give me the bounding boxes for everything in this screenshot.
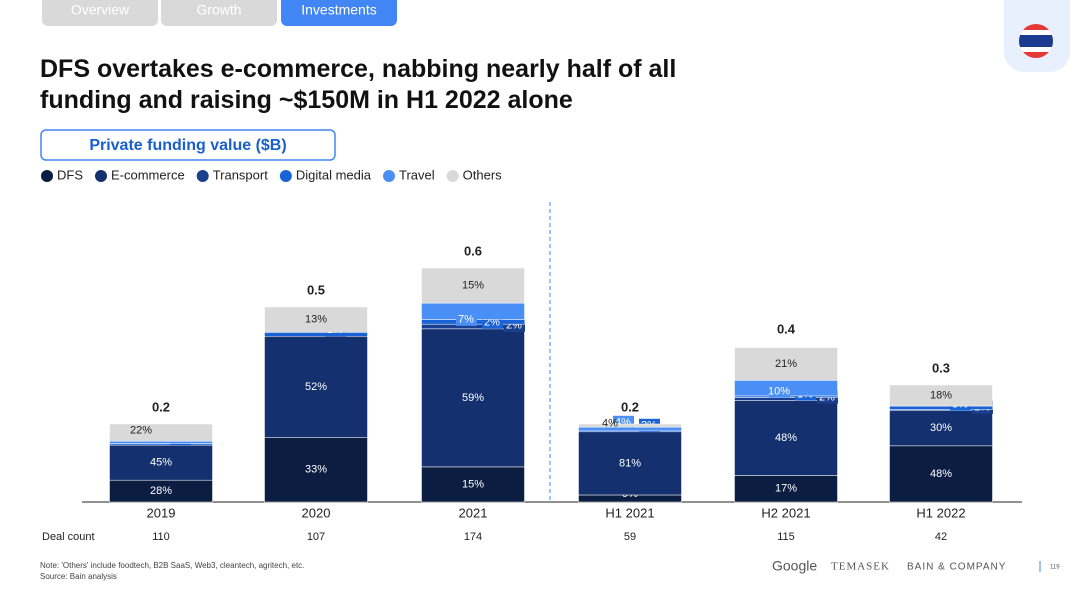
bar-segment (578, 431, 682, 496)
segment-label: 7% (458, 314, 474, 326)
deal-count: 42 (935, 531, 947, 543)
bar-segment (889, 410, 993, 447)
source: Source: Bain analysis (40, 572, 117, 581)
bar-segment (109, 444, 213, 481)
legend-label: Digital media (296, 167, 372, 182)
legend-label: Travel (399, 167, 435, 182)
segment-label: 17% (775, 483, 797, 495)
segment-label: 13% (305, 314, 327, 326)
segment-label: 48% (775, 432, 797, 444)
x-tick-label: H1 2021 (605, 505, 654, 520)
bar-segment (889, 405, 993, 410)
deal-count: 174 (464, 531, 482, 543)
note: Note: 'Others' include foodtech, B2B Saa… (40, 561, 304, 570)
legend-swatch (446, 170, 459, 182)
subtitle: Private funding value ($B) (89, 137, 286, 154)
total-label: 0.2 (152, 399, 170, 414)
logo-bain: BAIN & COMPANY (907, 562, 1006, 573)
logo-google: Google (772, 558, 817, 574)
tab-label[interactable]: Growth (196, 2, 241, 18)
deal-count: 59 (624, 531, 636, 543)
page-number: 119 (1050, 565, 1060, 571)
bar-segment (264, 336, 368, 438)
segment-label: 30% (930, 422, 952, 434)
bar-segment (109, 423, 213, 442)
bar-segment (889, 384, 993, 407)
bar-segment (421, 328, 525, 468)
legend-swatch (41, 170, 53, 182)
bar-segment (264, 437, 368, 503)
segment-label: 48% (930, 468, 952, 480)
x-tick-label: H1 2022 (916, 505, 965, 520)
tab-label[interactable]: Overview (71, 2, 130, 18)
segment-label: 59% (462, 392, 484, 404)
legend-label: Others (463, 167, 503, 182)
segment-label: 52% (305, 381, 327, 393)
tab[interactable] (42, 0, 158, 26)
x-tick-label: H2 2021 (761, 505, 810, 520)
x-tick-label: 2021 (459, 505, 488, 520)
deal-count: 107 (307, 531, 325, 543)
legend-label: DFS (57, 167, 83, 182)
segment-label: 21% (775, 358, 797, 370)
total-label: 0.6 (464, 243, 482, 258)
legend-swatch (95, 170, 107, 182)
bar-segment (264, 332, 368, 337)
x-tick-label: 2020 (302, 505, 331, 520)
deal-count: 115 (777, 531, 795, 543)
segment-label: 22% (130, 424, 152, 436)
segment-label: 10% (768, 386, 790, 398)
segment-label: 28% (150, 485, 172, 497)
total-label: 0.3 (932, 360, 950, 375)
deal-count: 110 (152, 531, 170, 543)
legend-label: Transport (213, 167, 269, 182)
subtitle-box (40, 129, 336, 161)
bar-segment (578, 423, 682, 428)
bar-segment (264, 306, 368, 333)
x-tick-label: 2019 (147, 505, 176, 520)
total-label: 0.2 (621, 399, 639, 414)
legend-swatch (383, 170, 395, 182)
segment-label: 18% (930, 389, 952, 401)
bar-segment (734, 475, 838, 503)
legend-swatch (279, 170, 292, 182)
bar-segment (734, 400, 838, 476)
bar-segment (421, 267, 525, 304)
segment-label: 4% (602, 417, 618, 429)
segment-label: 15% (462, 279, 484, 291)
segment-label: 15% (462, 478, 484, 490)
segment-label-box (456, 312, 477, 326)
segment-label: 81% (619, 457, 641, 469)
title: DFS overtakes e-commerce, nabbing nearly… (40, 55, 677, 114)
tab[interactable] (281, 0, 397, 26)
bar-segment (734, 347, 838, 381)
total-label: 0.4 (777, 321, 796, 336)
logo-temasek: TEMASEK (831, 561, 890, 573)
legend-swatch (196, 170, 209, 182)
segment-label: 2% (484, 317, 500, 329)
segment-label-box (769, 384, 790, 398)
segment-label: 33% (305, 464, 327, 476)
deal-count-label: Deal count (42, 531, 95, 543)
tab[interactable] (161, 0, 277, 26)
legend-label: E-commerce (111, 167, 185, 182)
segment-label: 45% (150, 457, 172, 469)
bar-segment (421, 466, 525, 503)
tab-label[interactable]: Investments (301, 2, 376, 18)
flag (1019, 24, 1053, 58)
total-label: 0.5 (307, 282, 325, 297)
